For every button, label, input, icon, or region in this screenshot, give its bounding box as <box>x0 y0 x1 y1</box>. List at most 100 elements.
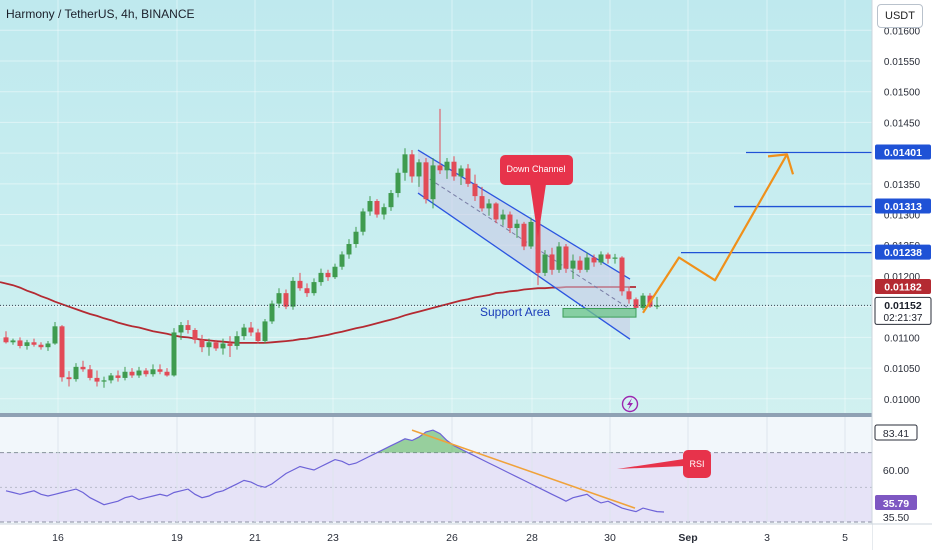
candle-body <box>136 370 142 376</box>
candle <box>367 196 373 216</box>
candle-body <box>402 154 408 173</box>
candle <box>115 370 121 382</box>
candle <box>73 363 79 382</box>
price-tick-label: 0.01550 <box>884 57 921 68</box>
candle <box>409 150 415 183</box>
candle <box>395 168 401 198</box>
candle <box>290 277 296 310</box>
candle-body <box>248 327 254 333</box>
candle <box>332 263 338 280</box>
candle <box>479 186 485 212</box>
projection-arrowhead <box>767 153 795 175</box>
candle-body <box>458 168 464 177</box>
candle-body <box>654 305 660 307</box>
candle <box>276 288 282 308</box>
chart-title: Harmony / TetherUS, 4h, BINANCE <box>6 7 195 21</box>
candle <box>563 244 569 273</box>
candle <box>122 366 128 381</box>
candle-body <box>66 377 72 380</box>
candle-body <box>416 162 422 177</box>
candle-body <box>164 371 170 376</box>
candle <box>486 199 492 216</box>
candle-body <box>325 272 331 278</box>
candle <box>318 268 324 286</box>
candle <box>360 208 366 236</box>
candle-body <box>290 280 296 307</box>
candle-body <box>451 161 457 177</box>
candle <box>10 338 16 345</box>
price-tick-label: 0.01300 <box>884 211 921 222</box>
rsi-tick-label: 60.00 <box>883 465 909 477</box>
candle-body <box>31 342 37 345</box>
candle-body <box>619 257 625 292</box>
lightning-icon <box>621 395 639 413</box>
time-tick-label: 30 <box>604 532 616 544</box>
price-label-text: 0.01238 <box>884 247 922 259</box>
candle <box>514 219 520 238</box>
candle-body <box>241 327 247 337</box>
candle <box>619 256 625 296</box>
panel-separator <box>0 413 932 417</box>
candle <box>353 226 359 248</box>
candle-body <box>318 272 324 283</box>
candle <box>472 174 478 202</box>
candle-body <box>220 343 226 349</box>
candle <box>52 322 58 345</box>
price-label-tag <box>874 296 932 325</box>
candle-body <box>304 288 310 294</box>
candle <box>465 164 471 187</box>
candle-body <box>94 377 100 382</box>
price-tick-label: 0.01500 <box>884 88 921 99</box>
price-label-text: 0.01182 <box>884 282 922 294</box>
candle-body <box>472 183 478 197</box>
candle <box>269 300 275 324</box>
candle-body <box>171 332 177 376</box>
candle <box>304 283 310 297</box>
candle-body <box>444 161 450 171</box>
candle-body <box>38 344 44 348</box>
rsi-tick-label: 35.79 <box>883 498 909 510</box>
countdown-text: 02:21:37 <box>884 313 923 324</box>
time-tick-label: 21 <box>249 532 261 544</box>
rsi-callout-pointer <box>617 459 684 469</box>
candle <box>31 338 37 347</box>
candle-body <box>150 369 156 375</box>
candle <box>185 320 191 334</box>
candle <box>178 322 184 340</box>
candle <box>577 256 583 273</box>
candle-body <box>584 257 590 270</box>
candle-body <box>80 366 86 370</box>
candle <box>570 254 576 280</box>
candle-body <box>633 299 639 308</box>
candle <box>171 328 177 377</box>
candle-body <box>199 339 205 348</box>
candle <box>94 370 100 387</box>
price-label-text: 0.01401 <box>884 147 922 159</box>
time-tick-label: 19 <box>171 532 183 544</box>
moving-average-line <box>0 281 636 344</box>
candle <box>59 325 65 382</box>
candle-body <box>605 254 611 259</box>
candle <box>381 203 387 220</box>
candle-body <box>423 162 429 200</box>
candle-body <box>227 343 233 346</box>
candle <box>213 339 219 351</box>
candle <box>584 252 590 273</box>
candle-body <box>346 244 352 255</box>
price-tick-label: 0.01450 <box>884 118 921 129</box>
candle <box>374 199 380 218</box>
candle <box>234 331 240 350</box>
candle <box>507 211 513 233</box>
candle-body <box>276 293 282 304</box>
candle <box>640 293 646 310</box>
price-label-text: 0.01152 <box>884 300 922 312</box>
candle-body <box>234 336 240 346</box>
rsi-label-tag <box>875 495 917 510</box>
candle <box>262 318 268 344</box>
candle-body <box>626 291 632 300</box>
candle <box>45 341 51 351</box>
currency-button[interactable]: USDT <box>877 4 923 28</box>
price-label-tag <box>875 144 931 160</box>
candle-body <box>3 337 9 343</box>
